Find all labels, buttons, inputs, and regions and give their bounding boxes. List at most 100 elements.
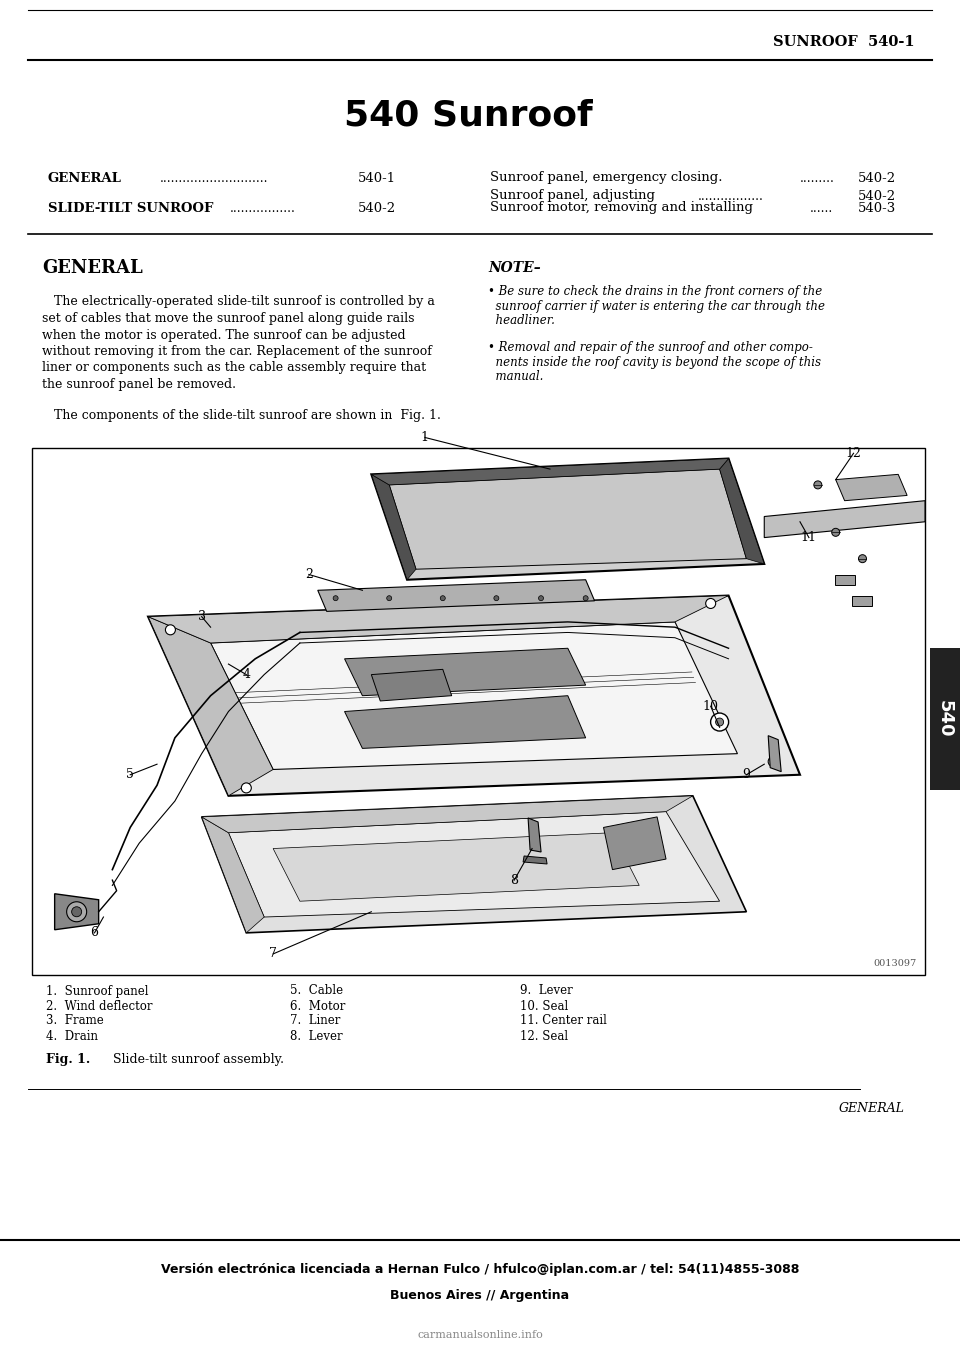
Circle shape xyxy=(706,598,716,608)
Polygon shape xyxy=(852,596,873,605)
Text: 0013097: 0013097 xyxy=(874,958,917,968)
Text: 9: 9 xyxy=(742,768,751,782)
Text: Slide-tilt sunroof assembly.: Slide-tilt sunroof assembly. xyxy=(105,1053,284,1065)
Circle shape xyxy=(66,902,86,921)
Polygon shape xyxy=(273,833,639,901)
Text: 10: 10 xyxy=(703,700,719,712)
Text: carmanualsonline.info: carmanualsonline.info xyxy=(418,1330,542,1339)
Text: 3: 3 xyxy=(198,611,205,623)
Circle shape xyxy=(831,528,840,536)
Polygon shape xyxy=(389,470,747,569)
Text: when the motor is operated. The sunroof can be adjusted: when the motor is operated. The sunroof … xyxy=(42,328,406,342)
Text: ............................: ............................ xyxy=(160,171,269,185)
Polygon shape xyxy=(148,616,273,795)
Text: headliner.: headliner. xyxy=(488,315,555,327)
Text: 12: 12 xyxy=(846,446,861,460)
Text: nents inside the roof cavity is beyond the scope of this: nents inside the roof cavity is beyond t… xyxy=(488,356,821,369)
Polygon shape xyxy=(372,459,764,579)
Text: 11. Center rail: 11. Center rail xyxy=(520,1015,607,1027)
Polygon shape xyxy=(55,894,99,930)
Text: 3.  Frame: 3. Frame xyxy=(46,1015,104,1027)
Text: 540 Sunroof: 540 Sunroof xyxy=(344,98,592,132)
Bar xyxy=(930,649,960,790)
Circle shape xyxy=(583,596,588,601)
Polygon shape xyxy=(372,475,416,579)
Bar xyxy=(32,448,925,974)
Polygon shape xyxy=(148,596,729,643)
Text: 11: 11 xyxy=(801,531,817,544)
Text: • Removal and repair of the sunroof and other compo-: • Removal and repair of the sunroof and … xyxy=(488,342,813,354)
Text: the sunroof panel be removed.: the sunroof panel be removed. xyxy=(42,379,236,391)
Text: • Be sure to check the drains in the front corners of the: • Be sure to check the drains in the fro… xyxy=(488,285,823,299)
Circle shape xyxy=(539,596,543,601)
Text: SLIDE-TILT SUNROOF: SLIDE-TILT SUNROOF xyxy=(48,201,213,214)
Circle shape xyxy=(768,757,779,767)
Text: NOTE–: NOTE– xyxy=(488,261,540,275)
Text: Sunroof motor, removing and installing: Sunroof motor, removing and installing xyxy=(490,201,753,214)
Circle shape xyxy=(387,596,392,601)
Text: 540: 540 xyxy=(936,700,954,738)
Text: 540-2: 540-2 xyxy=(858,171,896,185)
Text: 540-2: 540-2 xyxy=(858,190,896,202)
Text: 2: 2 xyxy=(305,569,313,581)
Text: manual.: manual. xyxy=(488,370,543,384)
Text: SUNROOF  540-1: SUNROOF 540-1 xyxy=(774,35,915,49)
Text: set of cables that move the sunroof panel along guide rails: set of cables that move the sunroof pane… xyxy=(42,312,415,324)
Polygon shape xyxy=(202,817,264,932)
Text: without removing it from the car. Replacement of the sunroof: without removing it from the car. Replac… xyxy=(42,345,432,358)
Text: 7.  Liner: 7. Liner xyxy=(290,1015,341,1027)
Polygon shape xyxy=(372,669,452,702)
Polygon shape xyxy=(720,459,764,565)
Polygon shape xyxy=(345,649,586,696)
Text: 540-3: 540-3 xyxy=(858,201,897,214)
Polygon shape xyxy=(834,575,854,585)
Text: GENERAL: GENERAL xyxy=(839,1102,905,1115)
Text: .................: ................. xyxy=(230,201,296,214)
Text: 540-2: 540-2 xyxy=(358,201,396,214)
Text: GENERAL: GENERAL xyxy=(42,259,143,277)
Text: The electrically-operated slide-tilt sunroof is controlled by a: The electrically-operated slide-tilt sun… xyxy=(42,296,435,308)
Text: .........: ......... xyxy=(800,171,835,185)
Circle shape xyxy=(710,712,729,731)
Text: 9.  Lever: 9. Lever xyxy=(520,984,573,997)
Polygon shape xyxy=(764,501,925,537)
Polygon shape xyxy=(202,795,693,833)
Text: 5.  Cable: 5. Cable xyxy=(290,984,343,997)
Text: 6: 6 xyxy=(90,927,99,939)
Text: 5: 5 xyxy=(127,768,134,782)
Text: 6.  Motor: 6. Motor xyxy=(290,1000,346,1012)
Polygon shape xyxy=(528,818,541,852)
Circle shape xyxy=(441,596,445,601)
Text: Buenos Aires // Argentina: Buenos Aires // Argentina xyxy=(391,1289,569,1303)
Polygon shape xyxy=(345,696,586,749)
Text: Sunroof panel, emergency closing.: Sunroof panel, emergency closing. xyxy=(490,171,723,185)
Text: 2.  Wind deflector: 2. Wind deflector xyxy=(46,1000,153,1012)
Polygon shape xyxy=(318,579,594,612)
Text: 8.  Lever: 8. Lever xyxy=(290,1030,343,1042)
Polygon shape xyxy=(202,795,747,932)
Text: 7: 7 xyxy=(269,947,277,961)
Circle shape xyxy=(72,906,82,917)
Circle shape xyxy=(814,480,822,489)
Polygon shape xyxy=(228,811,720,917)
Text: ......: ...... xyxy=(810,201,833,214)
Polygon shape xyxy=(604,817,666,870)
Text: 4.  Drain: 4. Drain xyxy=(46,1030,98,1042)
Text: 8: 8 xyxy=(510,874,518,886)
Circle shape xyxy=(241,783,252,792)
Circle shape xyxy=(333,596,338,601)
Text: 12. Seal: 12. Seal xyxy=(520,1030,568,1042)
Circle shape xyxy=(493,596,499,601)
Text: The components of the slide-tilt sunroof are shown in  Fig. 1.: The components of the slide-tilt sunroof… xyxy=(42,408,441,422)
Text: .................: ................. xyxy=(698,190,764,202)
Polygon shape xyxy=(523,856,547,864)
Text: Versión electrónica licenciada a Hernan Fulco / hfulco@iplan.com.ar / tel: 54(11: Versión electrónica licenciada a Hernan … xyxy=(161,1263,799,1277)
Polygon shape xyxy=(836,475,907,501)
Polygon shape xyxy=(372,459,729,484)
Text: Sunroof panel, adjusting: Sunroof panel, adjusting xyxy=(490,190,655,202)
Circle shape xyxy=(165,624,176,635)
Polygon shape xyxy=(768,735,781,772)
Text: Fig. 1.: Fig. 1. xyxy=(46,1053,90,1065)
Text: liner or components such as the cable assembly require that: liner or components such as the cable as… xyxy=(42,361,426,375)
Text: 4: 4 xyxy=(242,668,251,681)
